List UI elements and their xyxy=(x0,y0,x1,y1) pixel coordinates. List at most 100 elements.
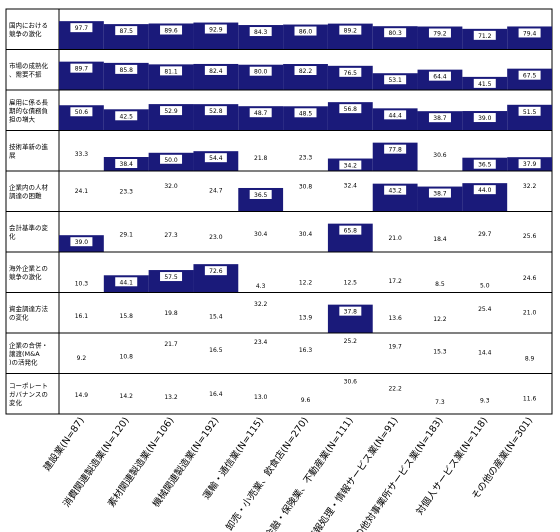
value-label-box xyxy=(160,66,183,76)
series-label: 企業の合併・譲渡(M&A)の活発化 xyxy=(9,340,48,366)
value-label: 8.5 xyxy=(435,281,445,288)
value-label: 15.8 xyxy=(120,313,134,320)
value-label: 25.4 xyxy=(478,306,492,313)
value-label: 39.0 xyxy=(478,115,492,122)
value-label: 85.8 xyxy=(120,67,134,74)
value-label: 43.2 xyxy=(388,188,402,195)
value-label: 76.5 xyxy=(344,70,358,77)
value-label: 16.1 xyxy=(75,313,89,320)
value-label: 54.4 xyxy=(209,155,223,162)
value-label-box xyxy=(160,272,183,282)
value-label: 77.8 xyxy=(388,147,402,154)
series-row: 技術革新の進展 33.3 38.4 50.0 54.4 21.8 23.3 34.2 77.8 3… xyxy=(6,130,552,171)
value-label: 9.2 xyxy=(77,355,87,362)
value-label: 30.8 xyxy=(299,184,313,191)
value-label: 19.7 xyxy=(388,343,402,350)
value-label: 57.5 xyxy=(164,274,178,281)
value-label: 12.2 xyxy=(299,280,313,287)
value-label: 82.2 xyxy=(299,68,313,75)
value-label: 14.2 xyxy=(120,393,134,400)
value-label: 23.0 xyxy=(209,234,223,241)
value-label: 29.7 xyxy=(478,231,492,238)
bar xyxy=(148,270,194,293)
value-label: 80.3 xyxy=(388,30,402,37)
value-label: 12.2 xyxy=(433,316,447,323)
value-label: 89.2 xyxy=(344,28,358,35)
value-label-box xyxy=(249,108,272,118)
value-label: 38.7 xyxy=(433,115,447,122)
value-label-box xyxy=(384,75,407,85)
value-label-box xyxy=(428,71,451,81)
series-row: 企業の合併・譲渡(M&A)の活発化 9.2 10.8 21.7 16.5 23.4 16.3… xyxy=(6,332,552,366)
value-label: 36.5 xyxy=(254,192,268,199)
value-label: 10.3 xyxy=(75,280,89,287)
value-label-box xyxy=(294,26,317,36)
value-label-box xyxy=(473,185,496,195)
value-label: 12.5 xyxy=(344,280,358,287)
value-label: 97.7 xyxy=(75,25,89,32)
series-label: 資金調達方法の変化 xyxy=(9,304,49,322)
bar xyxy=(372,108,418,131)
value-label: 16.3 xyxy=(299,347,313,354)
value-label: 21.7 xyxy=(164,341,178,348)
category-label: 情報処理・情報サービス業(N=91) xyxy=(306,415,401,532)
value-label: 71.2 xyxy=(478,33,492,40)
value-label-box xyxy=(384,185,407,195)
value-label: 82.4 xyxy=(209,68,223,75)
value-label: 33.3 xyxy=(75,151,89,158)
bar xyxy=(372,26,418,50)
value-label: 21.8 xyxy=(254,155,268,162)
value-label-box xyxy=(339,67,362,77)
value-label: 38.7 xyxy=(433,191,447,198)
value-label-box xyxy=(204,106,227,116)
value-label: 37.9 xyxy=(523,161,537,168)
chart-rows: 国内における競争の激化 97.7 87.5 89.6 92.9 84.3 86.0 89.2 8… xyxy=(6,21,552,407)
value-label: 87.5 xyxy=(120,28,134,35)
value-label-box xyxy=(473,30,496,40)
category-label: 建設業(N=87) xyxy=(41,415,87,474)
value-label-box xyxy=(473,113,496,123)
series-row: 雇用に係る長期的な債務負担の増大 50.6 42.5 52.9 52.8 48.7 48.5… xyxy=(6,89,552,131)
value-label: 44.4 xyxy=(388,112,402,119)
value-label: 37.8 xyxy=(344,309,358,316)
value-label-box xyxy=(518,106,541,116)
value-label-box xyxy=(70,107,93,117)
value-label: 16.5 xyxy=(209,347,223,354)
value-label-box xyxy=(384,144,407,154)
series-row: コーポレートガバナンスの変化 14.9 14.2 13.2 16.4 13.0 9.6 30.… xyxy=(6,373,552,407)
value-label: 56.8 xyxy=(344,106,358,113)
bar xyxy=(238,187,284,212)
value-label-box xyxy=(249,66,272,76)
value-label: 23.4 xyxy=(254,339,268,346)
value-label: 11.6 xyxy=(523,395,537,402)
value-label-box xyxy=(428,28,451,38)
value-label: 21.0 xyxy=(523,309,537,316)
series-label: 市場の成熟化、需要不振 xyxy=(9,61,49,79)
value-label-box xyxy=(294,108,317,118)
value-label-box xyxy=(160,154,183,164)
value-label: 10.8 xyxy=(120,353,134,360)
value-label: 24.6 xyxy=(523,275,537,282)
value-label: 9.6 xyxy=(301,397,311,404)
value-label: 34.2 xyxy=(344,163,358,170)
series-row: 国内における競争の激化 97.7 87.5 89.6 92.9 84.3 86.0 89.2 8… xyxy=(9,21,552,50)
value-label-box xyxy=(204,24,227,34)
bar xyxy=(417,26,463,50)
value-label: 24.1 xyxy=(75,188,89,195)
series-row: 市場の成熟化、需要不振 89.7 85.8 81.1 82.4 80.0 82.2 76.5 5… xyxy=(6,49,552,90)
value-label-box xyxy=(339,306,362,316)
value-label: 13.6 xyxy=(388,315,402,322)
value-label: 81.1 xyxy=(164,68,178,75)
bar xyxy=(507,26,552,50)
series-row: 会計基準の変化 39.0 29.1 27.3 23.0 30.4 30.4 65.8 21.0 1… xyxy=(6,211,552,252)
value-label: 65.8 xyxy=(344,228,358,235)
category-label: 金融・保険業、不動産業(N=111) xyxy=(263,415,356,532)
value-label-box xyxy=(249,27,272,37)
value-label: 24.7 xyxy=(209,188,223,195)
value-label: 52.8 xyxy=(209,108,223,115)
value-label: 80.0 xyxy=(254,69,268,76)
value-label: 4.3 xyxy=(256,283,266,290)
value-label: 16.4 xyxy=(209,391,223,398)
value-label: 17.2 xyxy=(388,278,402,285)
